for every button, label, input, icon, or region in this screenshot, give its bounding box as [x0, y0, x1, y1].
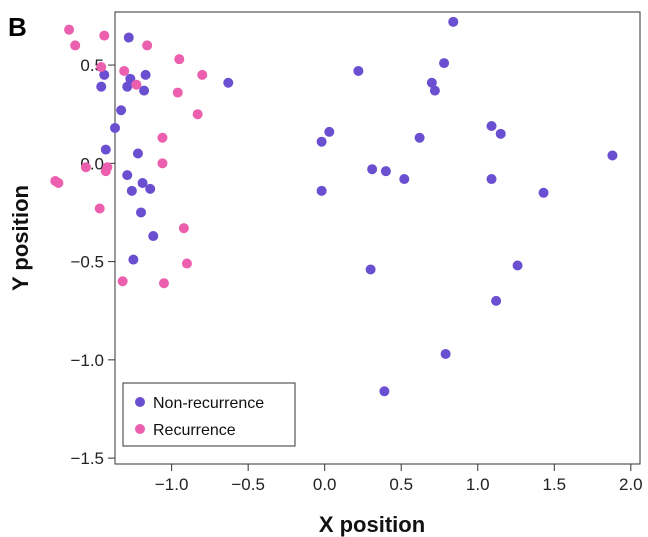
x-axis: −1.0 −0.5 0.0 0.5 1.0 1.5 2.0 — [155, 464, 643, 494]
point-non-recurrence — [448, 16, 459, 27]
point-non-recurrence — [96, 81, 107, 92]
y-tick-label: −1.0 — [70, 351, 104, 370]
point-recurrence — [94, 203, 105, 214]
point-recurrence — [100, 166, 111, 177]
point-non-recurrence — [316, 185, 327, 196]
point-recurrence — [96, 62, 107, 73]
y-axis: −1.5−1.0−0.50.00.5 — [70, 56, 115, 468]
point-non-recurrence — [538, 187, 549, 198]
point-recurrence — [64, 24, 75, 35]
point-non-recurrence — [429, 85, 440, 96]
legend-label-non-recurrence: Non-recurrence — [153, 395, 264, 412]
x-tick-label: −0.5 — [231, 475, 265, 494]
point-non-recurrence — [380, 166, 391, 177]
point-non-recurrence — [414, 132, 425, 143]
point-recurrence — [197, 69, 208, 80]
point-non-recurrence — [367, 164, 378, 175]
point-non-recurrence — [148, 231, 159, 242]
point-non-recurrence — [353, 65, 364, 76]
point-non-recurrence — [123, 32, 134, 43]
point-non-recurrence — [145, 183, 156, 194]
y-tick-label: −1.5 — [70, 449, 104, 468]
plot-frame — [114, 11, 641, 465]
legend-marker-recurrence — [135, 424, 145, 434]
point-non-recurrence — [223, 77, 234, 88]
point-non-recurrence — [316, 136, 327, 147]
point-non-recurrence — [126, 185, 137, 196]
point-recurrence — [178, 223, 189, 234]
x-tick-label: 1.5 — [542, 475, 566, 494]
point-recurrence — [157, 132, 168, 143]
point-non-recurrence — [439, 58, 450, 69]
point-non-recurrence — [426, 77, 437, 88]
point-recurrence — [70, 40, 81, 51]
legend-marker-non-recurrence — [135, 397, 145, 407]
x-tick-label: 0.5 — [389, 475, 413, 494]
point-non-recurrence — [122, 81, 133, 92]
point-recurrence — [119, 65, 130, 76]
point-recurrence — [181, 258, 192, 269]
point-recurrence — [117, 276, 128, 287]
point-non-recurrence — [495, 128, 506, 139]
point-recurrence — [158, 278, 169, 289]
point-non-recurrence — [132, 148, 143, 159]
point-non-recurrence — [486, 174, 497, 185]
point-non-recurrence — [379, 386, 390, 397]
point-non-recurrence — [607, 150, 618, 161]
point-recurrence — [172, 87, 183, 98]
point-non-recurrence — [122, 170, 133, 181]
x-axis-label: X position — [319, 512, 425, 537]
point-recurrence — [174, 54, 185, 65]
point-non-recurrence — [512, 260, 523, 271]
point-non-recurrence — [491, 295, 502, 306]
point-non-recurrence — [486, 120, 497, 131]
point-non-recurrence — [136, 207, 147, 218]
legend-label-recurrence: Recurrence — [153, 422, 236, 439]
point-recurrence — [157, 158, 168, 169]
data-points — [50, 16, 618, 397]
point-non-recurrence — [100, 144, 111, 155]
point-non-recurrence — [137, 177, 148, 188]
point-recurrence — [53, 177, 64, 188]
point-non-recurrence — [324, 126, 335, 137]
y-axis-label: Y position — [8, 185, 33, 291]
point-non-recurrence — [399, 174, 410, 185]
point-non-recurrence — [365, 264, 376, 275]
point-non-recurrence — [116, 105, 127, 116]
point-non-recurrence — [99, 69, 110, 80]
x-tick-label: 0.0 — [313, 475, 337, 494]
point-non-recurrence — [440, 348, 451, 359]
point-non-recurrence — [110, 122, 120, 133]
point-recurrence — [142, 40, 153, 51]
y-tick-label: −0.5 — [70, 253, 104, 272]
point-non-recurrence — [140, 69, 151, 80]
point-recurrence — [131, 79, 142, 90]
point-recurrence — [192, 109, 203, 120]
legend-box — [122, 382, 296, 447]
point-recurrence — [99, 30, 110, 41]
panel-label: B — [8, 12, 27, 42]
legend: Non-recurrence Recurrence — [122, 382, 296, 447]
x-tick-label: −1.0 — [155, 475, 189, 494]
point-recurrence — [80, 162, 91, 173]
x-tick-label: 2.0 — [619, 475, 643, 494]
point-non-recurrence — [139, 85, 150, 96]
point-non-recurrence — [128, 254, 139, 265]
x-tick-label: 1.0 — [466, 475, 490, 494]
